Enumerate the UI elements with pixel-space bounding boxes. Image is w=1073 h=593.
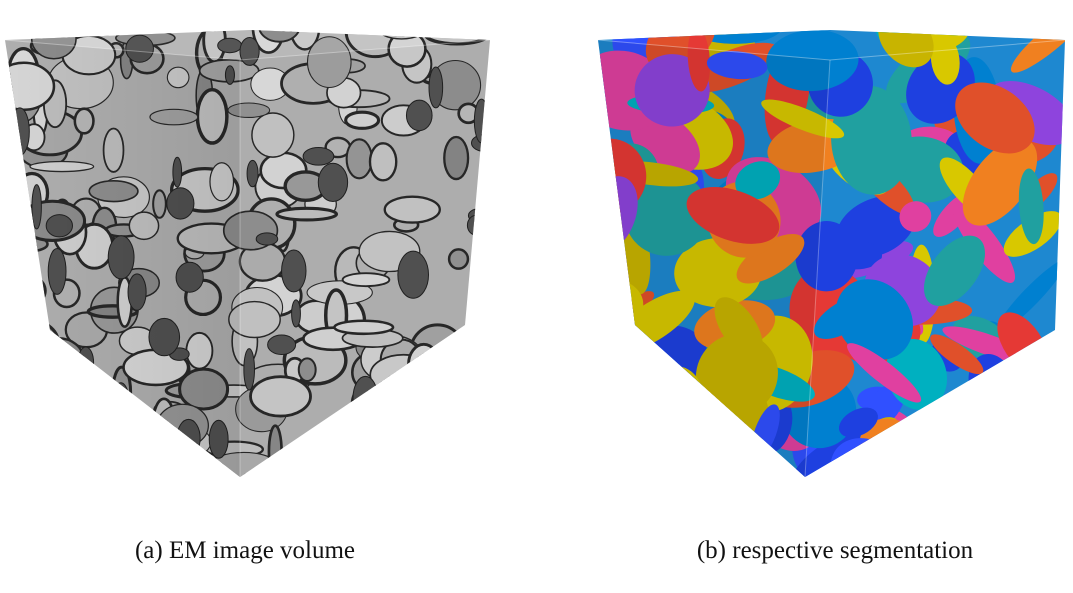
- segment: [563, 355, 659, 417]
- em-cell: [62, 383, 75, 433]
- segment: [675, 419, 719, 464]
- segment: [984, 381, 1073, 492]
- em-cell: [0, 272, 45, 310]
- em-cell: [0, 355, 40, 397]
- em-organelle: [470, 314, 489, 344]
- segment: [626, 362, 667, 422]
- segment: [697, 415, 758, 524]
- seg-left-face-shade: [598, 40, 830, 477]
- em-cell: [394, 460, 459, 504]
- caption: (a) EM image volume: [135, 537, 355, 564]
- em-cell: [450, 432, 502, 467]
- em-cell: [395, 448, 452, 487]
- em-cell: [128, 435, 171, 477]
- em-cell: [103, 432, 164, 484]
- segment: [987, 433, 1025, 499]
- segment: [993, 382, 1025, 477]
- segment: [897, 420, 948, 462]
- em-organelle: [112, 383, 130, 430]
- segment: [996, 351, 1073, 477]
- em-organelle: [106, 450, 116, 470]
- em-cell: [344, 409, 388, 462]
- em-cell: [458, 424, 501, 441]
- em-cell: [36, 425, 76, 471]
- em-cell: [89, 426, 147, 451]
- segment: [623, 401, 665, 465]
- em-cell: [0, 233, 41, 249]
- em-cell: [445, 359, 511, 400]
- em-cell: [0, 335, 47, 353]
- em-cell: [444, 365, 457, 419]
- em-cell: [389, 462, 437, 490]
- segment: [1023, 403, 1073, 464]
- em-cell: [410, 384, 440, 414]
- segment: [550, 426, 655, 512]
- em-right-face-shade: [240, 40, 490, 477]
- em-cell: [13, 320, 48, 365]
- em-cell: [410, 410, 473, 453]
- em-cell: [421, 428, 444, 466]
- em-cell: [395, 440, 458, 452]
- segment: [610, 383, 665, 442]
- em-cell: [92, 23, 116, 35]
- em-organelle: [457, 421, 484, 451]
- figure: (a) EM image volume (b) respective segme…: [0, 0, 1073, 593]
- segment: [965, 372, 1049, 435]
- em-left-face-shade: [5, 40, 240, 477]
- em-organelle: [218, 38, 242, 52]
- em-cell: [461, 397, 511, 432]
- em-cell: [467, 417, 482, 439]
- segment: [994, 409, 1073, 524]
- em-cell: [375, 11, 428, 39]
- em-cell: [407, 403, 421, 447]
- segment: [843, 437, 951, 522]
- segment: [703, 462, 745, 486]
- em-organelle: [71, 422, 89, 455]
- em-cell: [259, 10, 300, 42]
- segment: [987, 395, 1073, 482]
- em-organelle: [5, 250, 14, 279]
- segment: [940, 425, 1001, 497]
- caption: (b) respective segmentation: [697, 537, 974, 564]
- em-cell: [344, 421, 378, 441]
- page: (a) EM image volume (b) respective segme…: [0, 0, 1073, 593]
- em-cell: [412, 409, 462, 441]
